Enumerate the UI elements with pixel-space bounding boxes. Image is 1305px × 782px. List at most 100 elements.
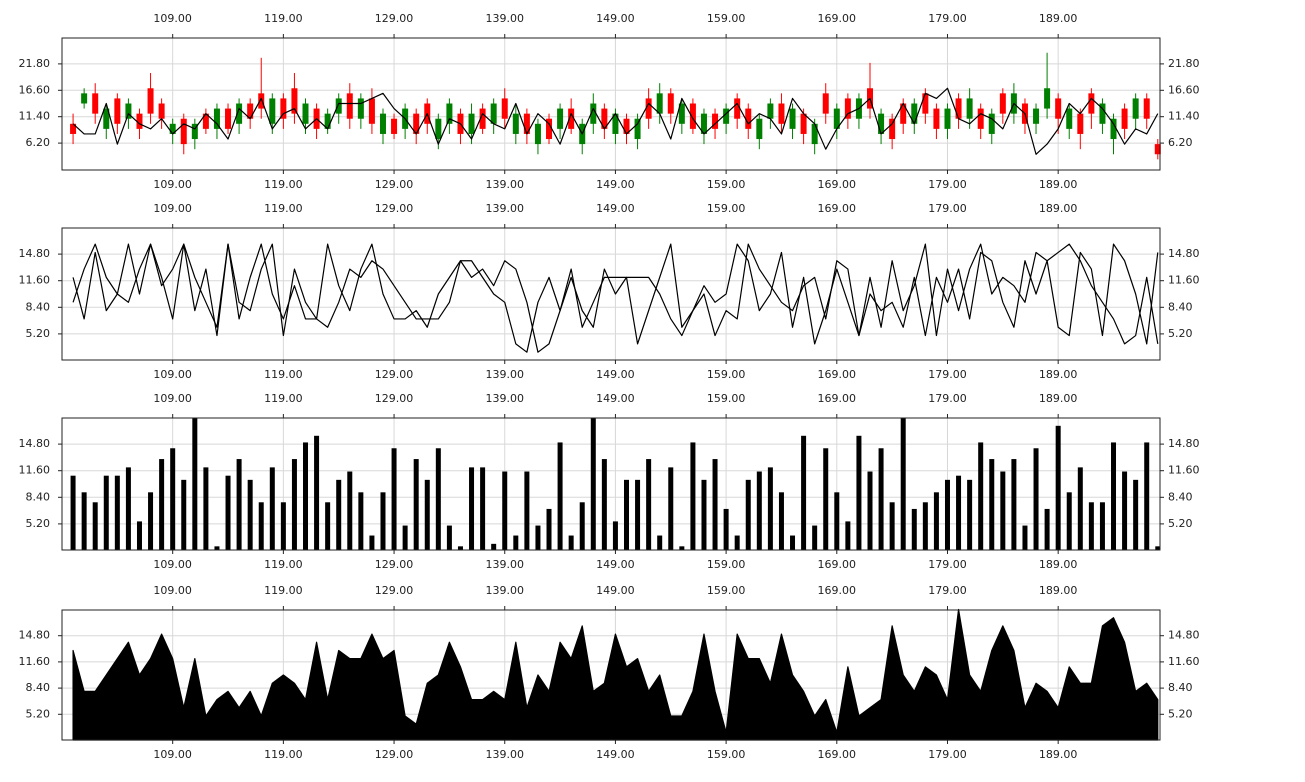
x-tick-label: 119.00 xyxy=(264,202,303,215)
bar xyxy=(579,502,585,550)
y-tick-label: 14.80 xyxy=(19,629,51,642)
x-tick-label: 139.00 xyxy=(485,202,524,215)
candle-body xyxy=(1110,118,1117,140)
candle-body xyxy=(756,118,763,140)
bar xyxy=(247,479,253,550)
bar xyxy=(845,521,851,550)
y-tick-label: 5.20 xyxy=(1168,327,1193,340)
candle-body xyxy=(546,118,553,140)
bar xyxy=(1122,471,1128,550)
bar xyxy=(623,479,629,550)
x-tick-label: 179.00 xyxy=(928,178,967,191)
candle-body xyxy=(811,123,818,145)
bar xyxy=(491,543,497,550)
bar xyxy=(170,448,176,550)
candle-body xyxy=(1088,93,1095,114)
candle-body xyxy=(70,123,77,134)
bar xyxy=(303,442,309,550)
x-tick-label: 139.00 xyxy=(485,748,524,761)
bar xyxy=(712,459,718,550)
x-tick-label: 139.00 xyxy=(485,392,524,405)
bar xyxy=(790,535,796,550)
bar xyxy=(557,442,563,550)
x-tick-label: 159.00 xyxy=(707,584,746,597)
candle-body xyxy=(689,103,696,129)
candle-body xyxy=(191,123,198,140)
candle-body xyxy=(435,118,442,140)
bar xyxy=(668,467,674,550)
x-tick-label: 149.00 xyxy=(596,202,635,215)
candle-body xyxy=(678,103,685,124)
candle-body xyxy=(889,118,896,140)
y-tick-label: 14.80 xyxy=(19,247,51,260)
bar xyxy=(358,492,364,550)
x-tick-label: 149.00 xyxy=(596,584,635,597)
bar xyxy=(424,479,430,550)
x-tick-label: 179.00 xyxy=(928,748,967,761)
bar xyxy=(801,435,807,550)
y-tick-label: 11.60 xyxy=(1168,464,1200,477)
y-tick-label: 5.20 xyxy=(26,707,51,720)
y-tick-label: 5.20 xyxy=(26,517,51,530)
x-tick-label: 109.00 xyxy=(153,368,192,381)
candle-body xyxy=(324,113,331,129)
x-tick-label: 159.00 xyxy=(707,368,746,381)
bar xyxy=(148,492,154,550)
bar xyxy=(867,471,873,550)
x-tick-label: 189.00 xyxy=(1039,392,1078,405)
candle-body xyxy=(723,108,730,124)
x-tick-label: 109.00 xyxy=(153,392,192,405)
x-tick-label: 159.00 xyxy=(707,392,746,405)
candle-body xyxy=(922,93,929,114)
x-tick-label: 139.00 xyxy=(485,368,524,381)
x-tick-label: 109.00 xyxy=(153,748,192,761)
x-tick-label: 109.00 xyxy=(153,12,192,25)
bar xyxy=(369,535,375,550)
candle-body xyxy=(125,103,132,119)
candle-body xyxy=(1099,103,1106,124)
candle-body xyxy=(623,118,630,134)
x-tick-label: 119.00 xyxy=(264,584,303,597)
bar xyxy=(646,459,652,550)
bar xyxy=(535,525,541,550)
x-tick-label: 179.00 xyxy=(928,12,967,25)
x-tick-label: 159.00 xyxy=(707,748,746,761)
bar xyxy=(922,502,928,550)
bar xyxy=(1099,502,1105,550)
bar xyxy=(1155,546,1161,550)
candle-body xyxy=(1154,144,1161,155)
bar xyxy=(778,492,784,550)
bar xyxy=(568,535,574,550)
candle-body xyxy=(667,93,674,114)
candle-body xyxy=(169,123,176,134)
candle-body xyxy=(933,108,940,129)
candle-body xyxy=(944,108,951,129)
x-tick-label: 189.00 xyxy=(1039,584,1078,597)
candle-body xyxy=(247,103,254,119)
trend-line xyxy=(72,87,1159,155)
candle-body xyxy=(789,108,796,129)
bar xyxy=(701,479,707,550)
y-tick-label: 11.40 xyxy=(1168,110,1200,123)
bar xyxy=(889,502,895,550)
bar xyxy=(181,479,187,550)
candle-body xyxy=(778,103,785,124)
bar xyxy=(911,508,917,550)
candle-body xyxy=(391,118,398,134)
candle-body xyxy=(977,108,984,129)
candle-body xyxy=(712,113,719,129)
candle-body xyxy=(1143,98,1150,119)
candle-body xyxy=(468,113,475,134)
x-tick-label: 169.00 xyxy=(818,584,857,597)
x-tick-label: 169.00 xyxy=(818,392,857,405)
y-tick-label: 21.80 xyxy=(19,57,51,70)
area xyxy=(72,608,1159,741)
candle-body xyxy=(258,93,265,109)
bar xyxy=(159,459,165,550)
candle-body xyxy=(180,118,187,145)
plot-frame xyxy=(61,227,1161,361)
candle-body xyxy=(634,118,641,140)
bar xyxy=(944,479,950,550)
x-tick-label: 149.00 xyxy=(596,12,635,25)
bar xyxy=(92,502,98,550)
